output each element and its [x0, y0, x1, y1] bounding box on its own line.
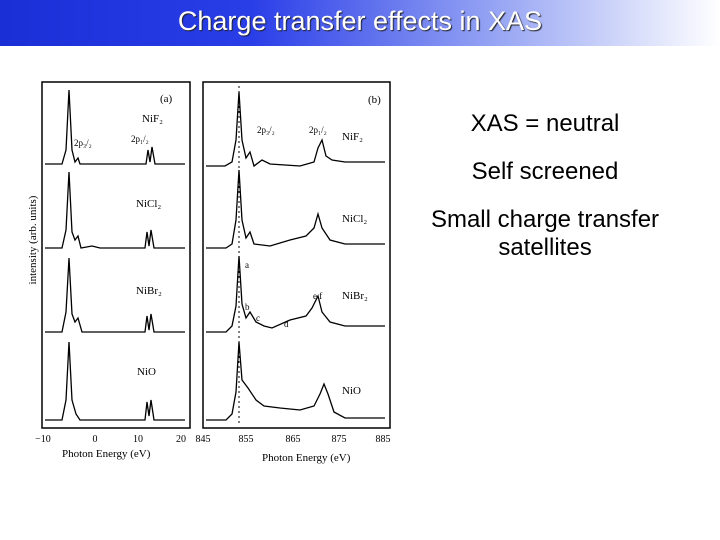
- panel-a-compound: NiCl₂: [136, 198, 161, 210]
- spectrum-b-nicl2: [206, 169, 385, 249]
- panel-a-compound: NiO: [137, 366, 156, 378]
- spectrum-a-nio: [45, 341, 185, 421]
- panel-b-label: (b): [368, 94, 381, 106]
- slide-title: Charge transfer effects in XAS: [177, 6, 543, 36]
- spectrum-a-nibr2: [45, 257, 185, 333]
- panel-a-frame: [41, 81, 191, 429]
- peak-label-c: c: [256, 313, 260, 323]
- peak-label-d: d: [284, 319, 289, 329]
- panel-b-compound: NiO: [342, 385, 361, 397]
- panel-b-edge-label: 2p₁/₂: [309, 125, 327, 135]
- panel-a-xtick: 20: [176, 434, 186, 445]
- panel-b-frame: [202, 81, 391, 429]
- panel-a-xtick: 10: [133, 434, 143, 445]
- panel-a-edge-label: 2p₃/₂: [74, 138, 92, 148]
- panel-a-compound: NiBr₂: [136, 285, 162, 297]
- panel-b-xtick: 885: [376, 434, 391, 445]
- spectrum-b-nio: [206, 341, 385, 421]
- spectrum-a-nif2: [45, 89, 185, 165]
- panel-a-xtick: −10: [35, 434, 51, 445]
- panel-b-xtick: 865: [286, 434, 301, 445]
- spectrum-b-nibr2: [206, 255, 385, 333]
- title-bar: [0, 0, 720, 46]
- panel-b-compound: NiCl₂: [342, 213, 367, 225]
- spectrum-b-nif2: [206, 91, 385, 168]
- peak-label-a: a: [245, 260, 249, 270]
- panel-b-compound: NiBr₂: [342, 290, 368, 302]
- bullet-list: XAS = neutral Self screened Small charge…: [400, 110, 690, 282]
- bullet-item: Self screened: [471, 158, 619, 185]
- bullet-item: XAS = neutral: [470, 110, 620, 137]
- panel-b-xtick: 845: [196, 434, 211, 445]
- panel-a-label: (a): [160, 93, 173, 105]
- panel-b-edge-label: 2p₃/₂: [257, 125, 275, 135]
- peak-label-b: b: [245, 302, 250, 312]
- panel-a-ylabel: intensity (arb. units): [27, 195, 39, 284]
- bullet-item: Small charge transfer satellites: [430, 206, 660, 261]
- panel-b-compound: NiF₂: [342, 131, 363, 143]
- spectrum-a-nicl2: [45, 171, 185, 249]
- panel-a-xlabel: Photon Energy (eV): [62, 448, 151, 460]
- panel-b-xtick: 875: [332, 434, 347, 445]
- panel-b-xtick: 855: [239, 434, 254, 445]
- panel-a-compound: NiF₂: [142, 113, 163, 125]
- panel-b-xlabel: Photon Energy (eV): [262, 452, 351, 464]
- panel-a-xtick: 0: [93, 434, 98, 445]
- panel-a-edge-label: 2p₁/₂: [131, 134, 149, 144]
